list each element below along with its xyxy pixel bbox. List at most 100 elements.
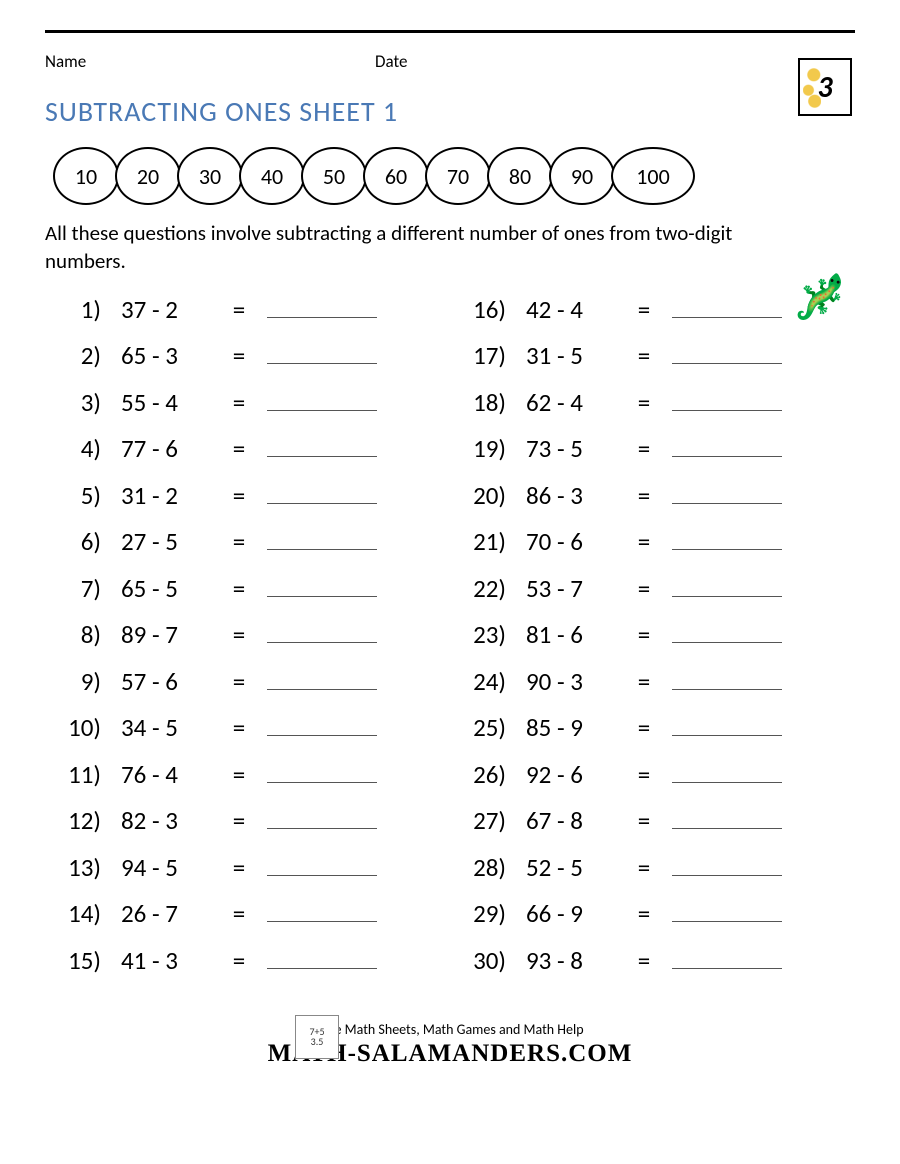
- equals-sign: =: [622, 759, 666, 790]
- answer-blank[interactable]: [267, 854, 377, 876]
- problem-number: 18): [450, 387, 512, 418]
- number-bubble: 40: [239, 147, 305, 205]
- problem-expression: 92 - 6: [512, 759, 622, 790]
- grade-number: 3: [817, 69, 832, 106]
- problem-number: 5): [45, 480, 107, 511]
- problem-row: 25)85 - 9=: [450, 708, 855, 755]
- answer-blank[interactable]: [267, 435, 377, 457]
- answer-blank[interactable]: [672, 714, 782, 736]
- answer-blank[interactable]: [672, 807, 782, 829]
- problem-number: 6): [45, 526, 107, 557]
- answer-blank[interactable]: [267, 389, 377, 411]
- header-row: Name Date: [45, 51, 855, 72]
- answer-blank[interactable]: [267, 621, 377, 643]
- date-label: Date: [375, 51, 407, 72]
- answer-blank[interactable]: [672, 900, 782, 922]
- problem-row: 12)82 - 3=: [45, 801, 450, 848]
- equals-sign: =: [217, 294, 261, 325]
- answer-blank[interactable]: [672, 389, 782, 411]
- problem-row: 14)26 - 7=: [45, 894, 450, 941]
- answer-blank[interactable]: [672, 854, 782, 876]
- problem-expression: 93 - 8: [512, 945, 622, 976]
- problems-grid: 1)37 - 2=2)65 - 3=3)55 - 4=4)77 - 6=5)31…: [45, 290, 855, 988]
- answer-blank[interactable]: [672, 342, 782, 364]
- answer-blank[interactable]: [672, 947, 782, 969]
- problem-expression: 90 - 3: [512, 666, 622, 697]
- top-rule: [45, 30, 855, 33]
- problem-row: 30)93 - 8=: [450, 941, 855, 988]
- problem-number: 13): [45, 852, 107, 883]
- equals-sign: =: [622, 945, 666, 976]
- problem-expression: 94 - 5: [107, 852, 217, 883]
- problem-number: 22): [450, 573, 512, 604]
- answer-blank[interactable]: [672, 575, 782, 597]
- problem-number: 12): [45, 805, 107, 836]
- number-bubble: 70: [425, 147, 491, 205]
- problem-expression: 52 - 5: [512, 852, 622, 883]
- number-bubble: 100: [611, 147, 695, 205]
- equals-sign: =: [217, 712, 261, 743]
- problem-expression: 31 - 2: [107, 480, 217, 511]
- number-bubble: 10: [53, 147, 119, 205]
- answer-blank[interactable]: [672, 435, 782, 457]
- answer-blank[interactable]: [267, 482, 377, 504]
- equals-sign: =: [217, 433, 261, 464]
- answer-blank[interactable]: [267, 668, 377, 690]
- equals-sign: =: [217, 898, 261, 929]
- footer-brand: MATH-SALAMANDERS.COM: [45, 1040, 855, 1068]
- problem-row: 15)41 - 3=: [45, 941, 450, 988]
- problem-row: 17)31 - 5=: [450, 336, 855, 383]
- problem-expression: 26 - 7: [107, 898, 217, 929]
- equals-sign: =: [622, 480, 666, 511]
- answer-blank[interactable]: [267, 528, 377, 550]
- answer-blank[interactable]: [267, 761, 377, 783]
- problem-row: 27)67 - 8=: [450, 801, 855, 848]
- equals-sign: =: [217, 759, 261, 790]
- footer-logo-icon: 7+5 3.5: [295, 1015, 339, 1059]
- problem-number: 2): [45, 340, 107, 371]
- problem-number: 4): [45, 433, 107, 464]
- problem-number: 14): [45, 898, 107, 929]
- answer-blank[interactable]: [267, 714, 377, 736]
- problem-row: 7)65 - 5=: [45, 569, 450, 616]
- answer-blank[interactable]: [267, 947, 377, 969]
- answer-blank[interactable]: [672, 296, 782, 318]
- answer-blank[interactable]: [672, 482, 782, 504]
- problem-number: 26): [450, 759, 512, 790]
- problem-expression: 70 - 6: [512, 526, 622, 557]
- answer-blank[interactable]: [672, 621, 782, 643]
- answer-blank[interactable]: [672, 528, 782, 550]
- equals-sign: =: [217, 340, 261, 371]
- equals-sign: =: [622, 340, 666, 371]
- problem-number: 7): [45, 573, 107, 604]
- problem-expression: 55 - 4: [107, 387, 217, 418]
- problem-expression: 62 - 4: [512, 387, 622, 418]
- number-bubble: 80: [487, 147, 553, 205]
- problem-number: 27): [450, 805, 512, 836]
- answer-blank[interactable]: [267, 807, 377, 829]
- problem-row: 1)37 - 2=: [45, 290, 450, 337]
- equals-sign: =: [622, 712, 666, 743]
- problem-number: 15): [45, 945, 107, 976]
- problem-expression: 82 - 3: [107, 805, 217, 836]
- equals-sign: =: [622, 387, 666, 418]
- answer-blank[interactable]: [267, 575, 377, 597]
- problem-number: 16): [450, 294, 512, 325]
- problem-expression: 42 - 4: [512, 294, 622, 325]
- problem-expression: 34 - 5: [107, 712, 217, 743]
- problem-row: 4)77 - 6=: [45, 429, 450, 476]
- number-bubble: 90: [549, 147, 615, 205]
- answer-blank[interactable]: [267, 900, 377, 922]
- answer-blank[interactable]: [267, 296, 377, 318]
- answer-blank[interactable]: [267, 342, 377, 364]
- answer-blank[interactable]: [672, 761, 782, 783]
- equals-sign: =: [217, 945, 261, 976]
- answer-blank[interactable]: [672, 668, 782, 690]
- problem-row: 9)57 - 6=: [45, 662, 450, 709]
- equals-sign: =: [217, 480, 261, 511]
- problem-number: 30): [450, 945, 512, 976]
- problem-expression: 73 - 5: [512, 433, 622, 464]
- problem-number: 28): [450, 852, 512, 883]
- problem-number: 11): [45, 759, 107, 790]
- problems-col-left: 1)37 - 2=2)65 - 3=3)55 - 4=4)77 - 6=5)31…: [45, 290, 450, 988]
